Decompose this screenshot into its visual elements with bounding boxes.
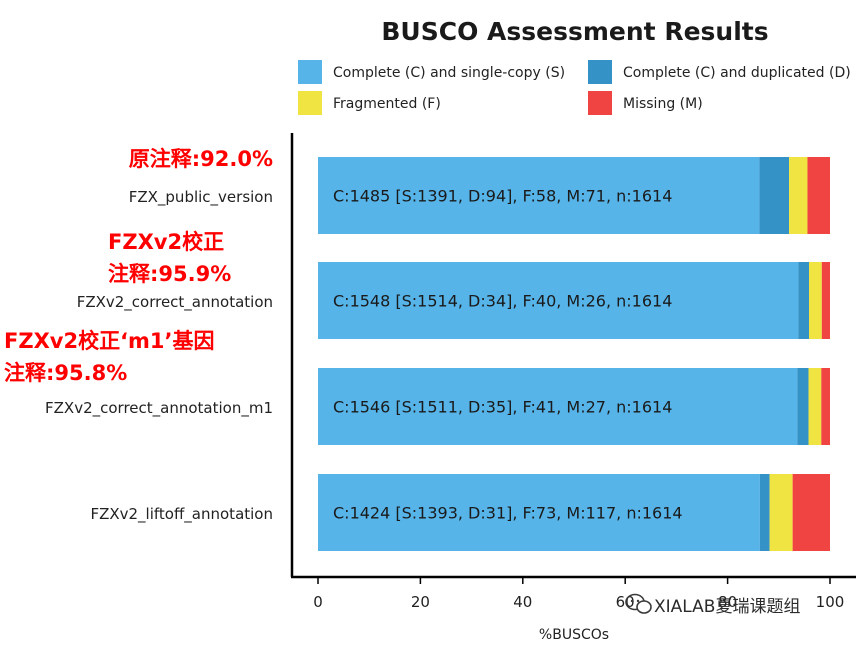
annotation-1-line-1: 原注释:92.0% bbox=[129, 147, 273, 171]
chart-title: BUSCO Assessment Results bbox=[381, 17, 768, 46]
legend-label-4: Missing (M) bbox=[623, 96, 703, 112]
bar-segment-2-1 bbox=[318, 262, 799, 339]
bar-segment-2-4 bbox=[821, 262, 830, 339]
bar-segment-1-2 bbox=[759, 157, 790, 234]
legend-label-1: Complete (C) and single-copy (S) bbox=[333, 65, 565, 81]
axes: 0 20 40 60 80 100 bbox=[290, 133, 856, 611]
wechat-icon bbox=[625, 593, 652, 614]
legend-swatch-2 bbox=[588, 60, 612, 84]
bar-segment-2-2 bbox=[798, 262, 810, 339]
category-label-4: FZXv2_liftoff_annotation bbox=[90, 505, 273, 524]
bar-segment-3-3 bbox=[808, 368, 822, 445]
legend-swatch-1 bbox=[298, 60, 322, 84]
legend: Complete (C) and single-copy (S) Complete… bbox=[298, 60, 851, 115]
bar-segment-4-4 bbox=[792, 474, 830, 551]
bar-segment-1-1 bbox=[318, 157, 760, 234]
watermark: XIALAB夏瑞课题组 bbox=[625, 593, 800, 617]
bars: C:1485 [S:1391, D:94], F:58, M:71, n:161… bbox=[318, 157, 830, 551]
bar-label-3: C:1546 [S:1511, D:35], F:41, M:27, n:161… bbox=[333, 398, 672, 417]
category-labels: FZX_public_version FZXv2_correct_annotati… bbox=[45, 188, 273, 524]
bar-segment-3-2 bbox=[797, 368, 809, 445]
x-axis-label: %BUSCOs bbox=[539, 627, 609, 643]
x-tick-label-1: 0 bbox=[313, 593, 323, 611]
legend-label-2: Complete (C) and duplicated (D) bbox=[623, 65, 851, 81]
legend-swatch-3 bbox=[298, 91, 322, 115]
watermark-text: XIALAB夏瑞课题组 bbox=[654, 597, 800, 617]
bar-label-2: C:1548 [S:1514, D:34], F:40, M:26, n:161… bbox=[333, 292, 672, 311]
bar-segment-4-1 bbox=[318, 474, 760, 551]
bar-segment-4-3 bbox=[769, 474, 793, 551]
bar-segment-1-4 bbox=[807, 157, 830, 234]
annotation-2-line-2: 注释:95.9% bbox=[108, 262, 231, 286]
annotation-2-line-1: FZXv2校正 bbox=[108, 230, 224, 254]
legend-label-3: Fragmented (F) bbox=[333, 96, 441, 112]
annotation-3-line-1: FZXv2校正‘m1’基因 bbox=[4, 329, 215, 353]
bar-segment-4-2 bbox=[759, 474, 770, 551]
category-label-3: FZXv2_correct_annotation_m1 bbox=[45, 399, 273, 418]
bar-segment-3-4 bbox=[821, 368, 830, 445]
bar-segment-2-3 bbox=[809, 262, 822, 339]
x-tick-label-6: 100 bbox=[816, 593, 845, 611]
x-tick-label-2: 20 bbox=[411, 593, 430, 611]
bar-label-1: C:1485 [S:1391, D:94], F:58, M:71, n:161… bbox=[333, 187, 672, 206]
annotation-3-line-2: 注释:95.8% bbox=[4, 361, 127, 385]
bar-segment-3-1 bbox=[318, 368, 798, 445]
legend-swatch-4 bbox=[588, 91, 612, 115]
bar-segment-1-3 bbox=[789, 157, 808, 234]
x-tick-label-5: 80 bbox=[718, 593, 737, 611]
category-label-1: FZX_public_version bbox=[129, 188, 273, 207]
x-tick-label-3: 40 bbox=[513, 593, 532, 611]
bar-label-4: C:1424 [S:1393, D:31], F:73, M:117, n:16… bbox=[333, 504, 683, 523]
category-label-2: FZXv2_correct_annotation bbox=[77, 293, 273, 312]
